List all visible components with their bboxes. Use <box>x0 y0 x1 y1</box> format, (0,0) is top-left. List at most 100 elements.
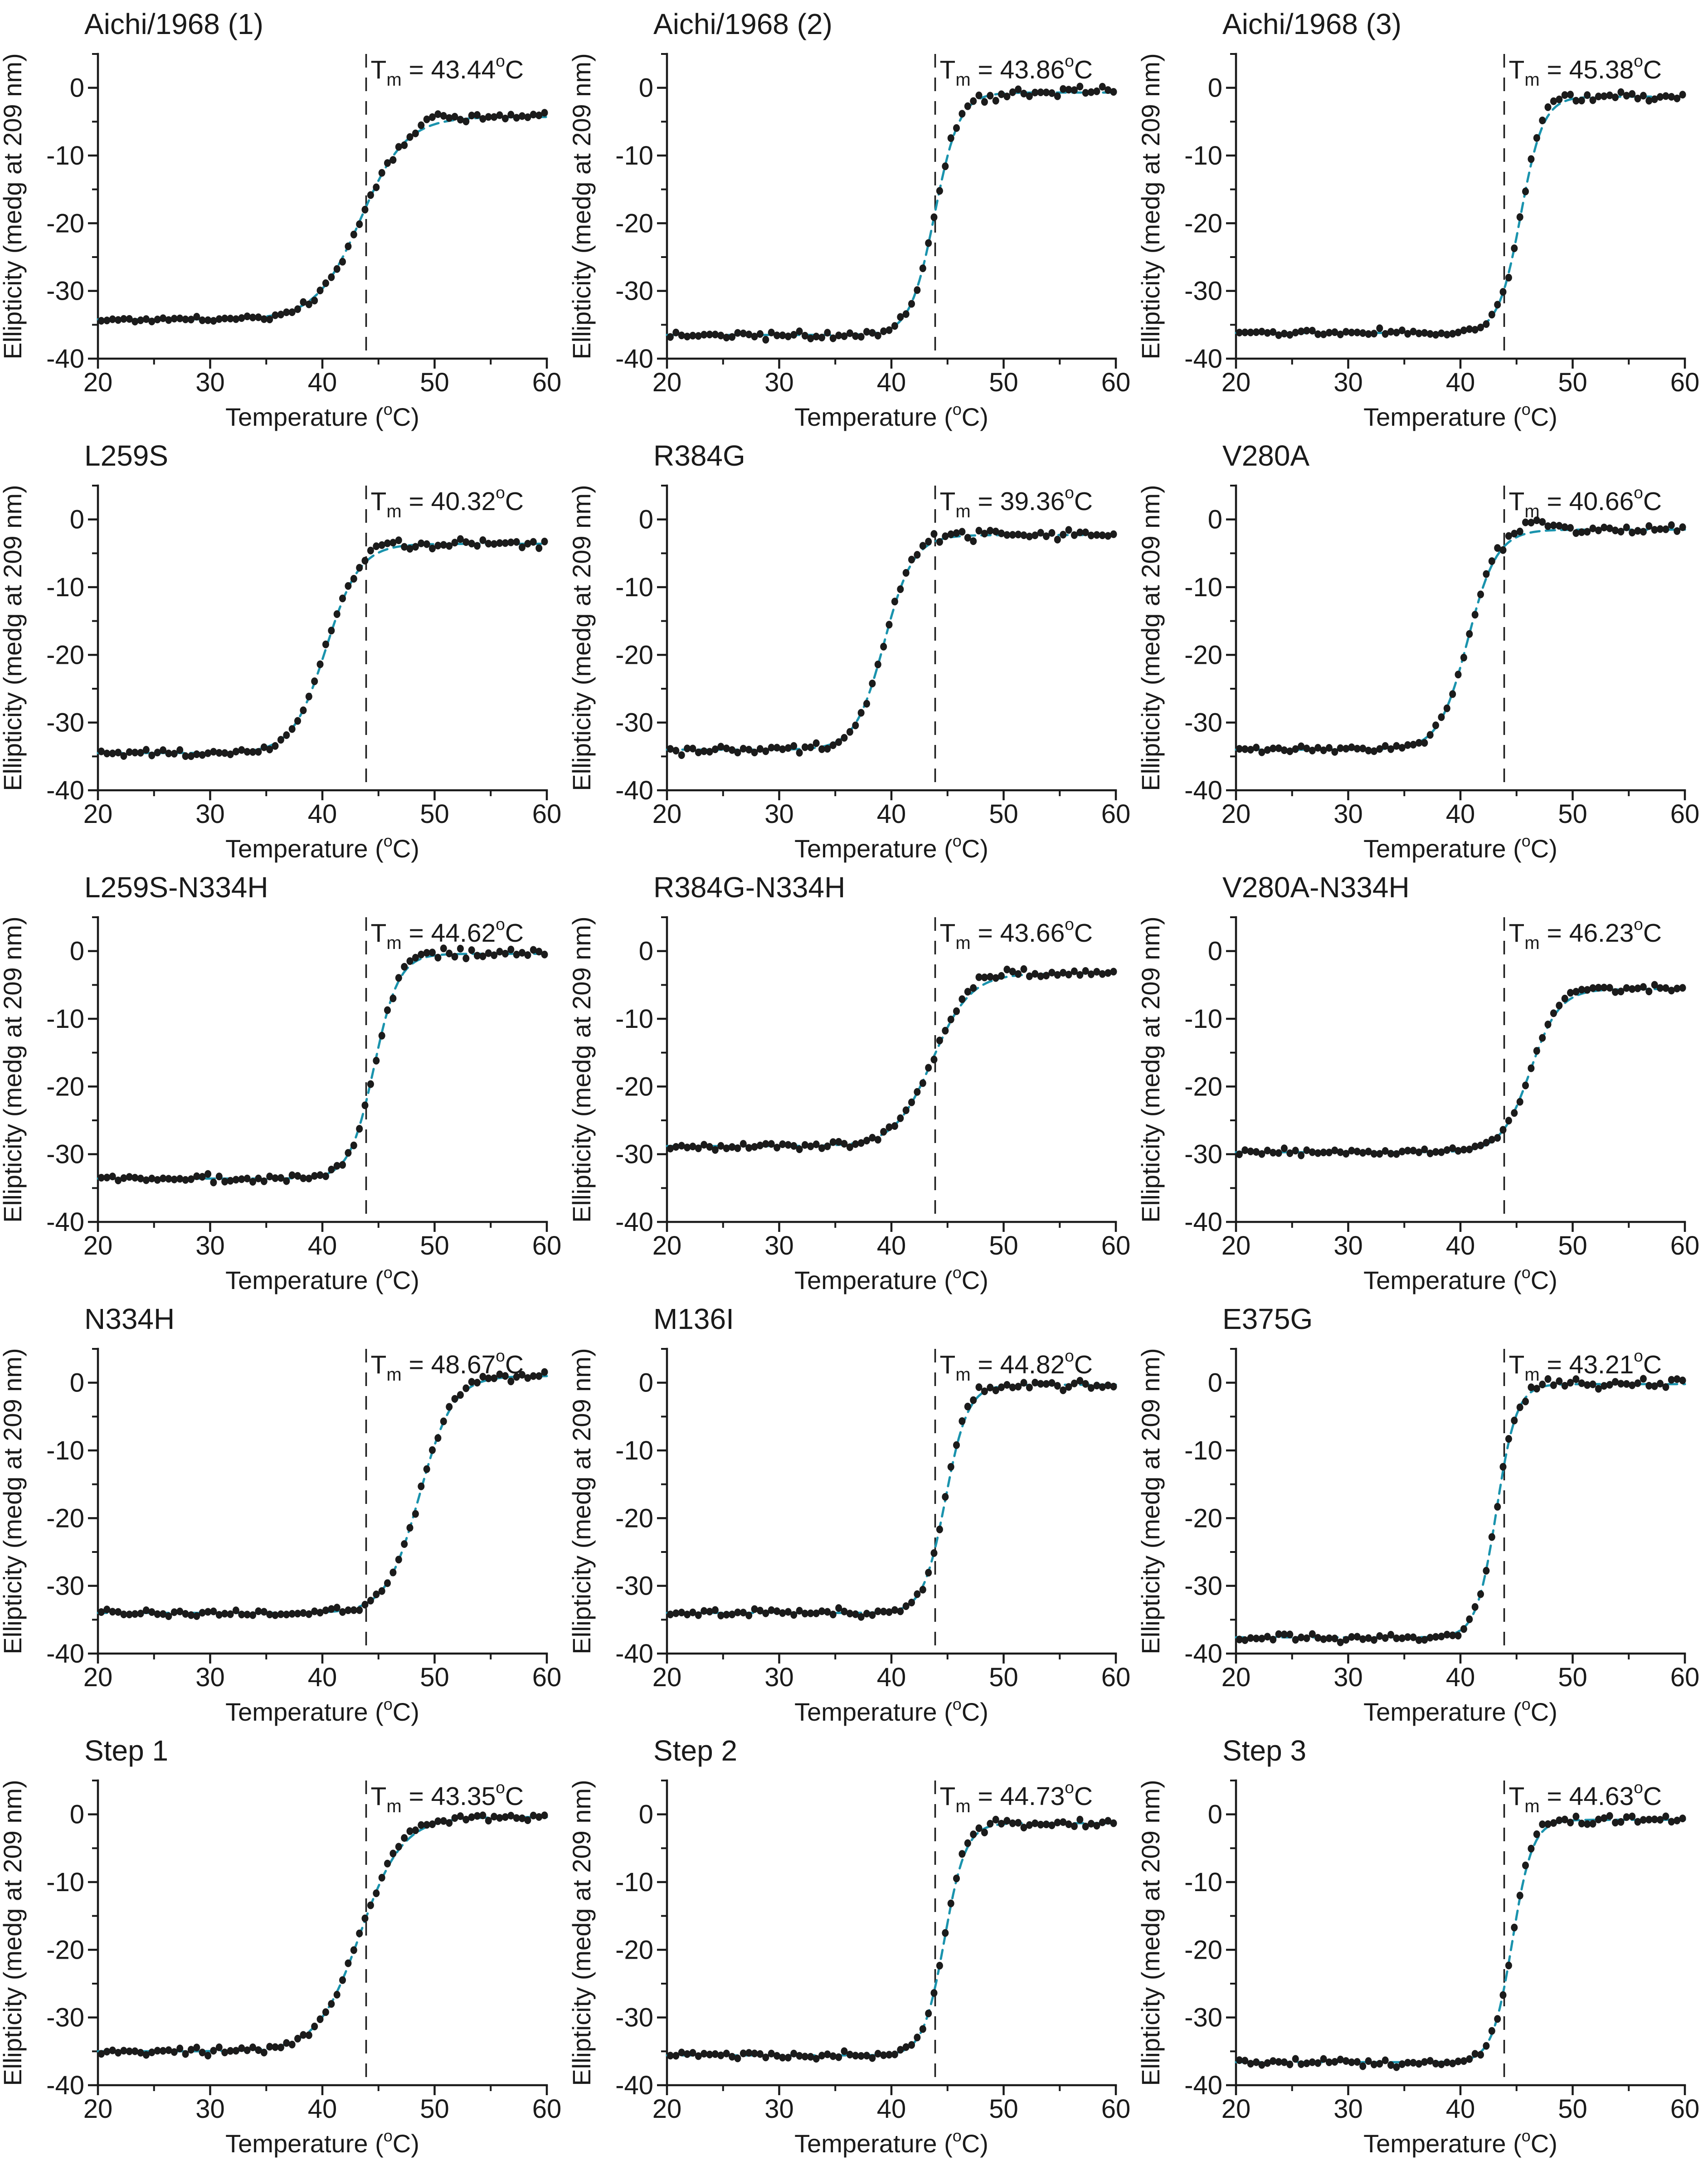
data-point <box>1003 92 1011 101</box>
data-point <box>356 1125 363 1133</box>
data-point <box>1110 1819 1117 1827</box>
data-point <box>491 540 498 548</box>
data-point <box>852 332 859 340</box>
data-point <box>829 334 837 342</box>
data-point <box>423 540 430 548</box>
data-point <box>513 1373 520 1381</box>
data-point <box>300 706 307 715</box>
data-point <box>345 1959 352 1967</box>
data-point <box>288 2040 296 2048</box>
x-tick-label: 30 <box>764 2094 794 2124</box>
data-point <box>1359 744 1367 753</box>
x-axis-label: Temperature (oC) <box>1363 832 1557 863</box>
x-tick-label: 40 <box>1446 2094 1475 2124</box>
x-tick-label: 20 <box>83 1231 113 1260</box>
data-point <box>975 1383 983 1391</box>
melt-curve-plot: Step 2 Ellipticity (medg at 209 nm) Temper… <box>569 1734 1130 2158</box>
data-point <box>1634 527 1641 535</box>
data-point <box>1270 744 1277 753</box>
data-point <box>148 317 156 326</box>
y-tick-label: -20 <box>615 1072 653 1101</box>
tm-annotation: Tm = 43.35oC <box>371 1778 524 1816</box>
data-point <box>790 742 798 750</box>
data-point <box>232 1176 239 1184</box>
data-point <box>288 725 296 733</box>
data-point <box>496 1814 503 1822</box>
data-point <box>131 1610 139 1618</box>
data-point <box>762 1609 769 1617</box>
x-tick-label: 60 <box>1670 799 1700 829</box>
data-point <box>711 1146 719 1154</box>
data-point <box>880 1128 887 1136</box>
y-tick-label: -40 <box>46 2071 84 2100</box>
x-tick-label: 30 <box>1333 2094 1363 2124</box>
data-point <box>729 746 736 754</box>
data-point <box>1617 1818 1625 1826</box>
data-point <box>1623 1380 1630 1388</box>
data-point <box>1572 97 1580 105</box>
y-tick-label: -30 <box>1184 708 1222 738</box>
fit-curve <box>1235 528 1686 751</box>
data-point <box>762 336 769 344</box>
data-point <box>1668 93 1675 101</box>
y-tick-label: -40 <box>615 776 653 805</box>
data-point <box>981 1829 988 1837</box>
data-point <box>1674 94 1681 102</box>
data-point <box>305 1610 312 1618</box>
data-point <box>1561 523 1568 531</box>
data-point <box>120 315 127 323</box>
data-point <box>790 331 798 339</box>
data-point <box>1522 1081 1529 1090</box>
data-point <box>678 1609 685 1616</box>
data-point <box>852 721 859 730</box>
data-point <box>1589 96 1596 104</box>
x-axis-label: Temperature (oC) <box>794 1263 988 1294</box>
data-point <box>1320 2055 1327 2063</box>
data-point <box>1398 326 1406 335</box>
data-point <box>1359 1635 1367 1643</box>
x-axis-label: Temperature (oC) <box>1363 1695 1557 1726</box>
axes <box>666 1348 1117 1655</box>
data-point <box>689 331 696 340</box>
data-point <box>311 2023 318 2030</box>
data-point <box>367 191 374 199</box>
data-point <box>367 1080 374 1088</box>
data-point <box>756 330 764 338</box>
x-axis-label: Temperature (oC) <box>225 2126 419 2158</box>
data-point <box>468 540 475 548</box>
data-point <box>142 2051 150 2059</box>
data-point <box>1264 1633 1271 1641</box>
y-tick-label: -10 <box>1184 1436 1222 1465</box>
data-point <box>1522 1861 1529 1869</box>
data-point <box>1544 1021 1552 1028</box>
data-point <box>829 2052 837 2060</box>
data-point <box>1275 744 1282 752</box>
data-point <box>283 1177 290 1185</box>
data-point <box>695 1144 702 1153</box>
data-point <box>869 2054 876 2062</box>
data-point <box>846 728 853 736</box>
data-point <box>1645 1382 1653 1390</box>
data-point <box>829 741 837 749</box>
data-point <box>485 113 492 121</box>
data-point <box>1572 529 1580 537</box>
data-point <box>1645 522 1653 530</box>
panel-title: E375G <box>1222 1303 1313 1335</box>
data-point <box>1003 965 1011 973</box>
data-point <box>1410 327 1417 336</box>
y-tick-label: 0 <box>639 505 653 535</box>
data-point <box>238 1610 245 1619</box>
data-point <box>1584 986 1591 994</box>
data-point <box>678 1142 685 1150</box>
melt-curve-plot: V280A Ellipticity (medg at 209 nm) Tempera… <box>1139 439 1700 863</box>
data-point <box>1567 1379 1574 1387</box>
subplot-e375g: E375G Ellipticity (medg at 209 nm) Tempera… <box>1139 1295 1708 1727</box>
subplot-step-1: Step 1 Ellipticity (medg at 209 nm) Temper… <box>0 1727 569 2159</box>
data-point <box>429 545 436 553</box>
x-tick-label: 50 <box>1558 368 1587 397</box>
data-point <box>953 1007 960 1015</box>
data-point <box>1359 1149 1367 1157</box>
data-point <box>221 2048 229 2057</box>
data-point <box>1533 1385 1540 1393</box>
data-point <box>1247 746 1254 754</box>
